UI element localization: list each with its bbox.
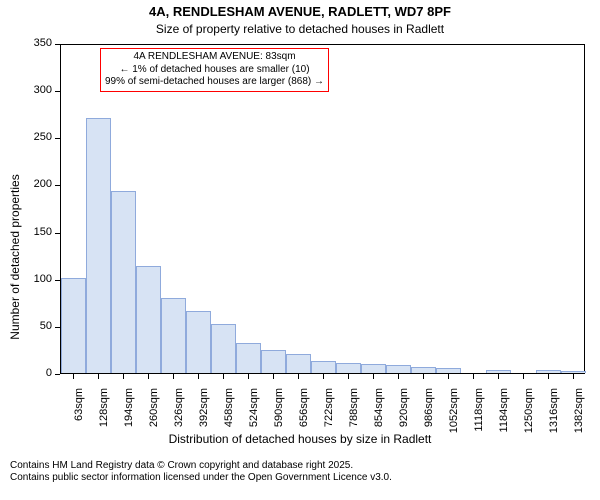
footer-line2: Contains public sector information licen…	[10, 472, 392, 484]
bar	[61, 278, 86, 373]
annotation-line1: 4A RENDLESHAM AVENUE: 83sqm	[105, 51, 324, 64]
footer-attribution: Contains HM Land Registry data © Crown c…	[10, 460, 392, 484]
highlight-annotation: 4A RENDLESHAM AVENUE: 83sqm ← 1% of deta…	[100, 48, 329, 92]
bar	[311, 361, 336, 373]
bar	[111, 191, 136, 373]
chart-title: 4A, RENDLESHAM AVENUE, RADLETT, WD7 8PF	[0, 4, 600, 19]
bar	[336, 363, 361, 373]
bar	[286, 354, 311, 373]
bar	[86, 118, 111, 374]
bar	[436, 368, 461, 373]
bar	[386, 365, 411, 373]
bar	[211, 324, 236, 373]
x-axis-label: Distribution of detached houses by size …	[0, 432, 600, 446]
footer-line1: Contains HM Land Registry data © Crown c…	[10, 460, 392, 472]
y-tick-label: 200	[20, 178, 52, 190]
chart-subtitle: Size of property relative to detached ho…	[0, 22, 600, 36]
y-tick-label: 300	[20, 84, 52, 96]
bar	[561, 371, 586, 373]
y-tick-label: 50	[20, 320, 52, 332]
bar	[236, 343, 261, 373]
bar	[136, 266, 161, 373]
bar	[536, 370, 561, 373]
y-tick-label: 100	[20, 273, 52, 285]
bar	[361, 364, 386, 373]
bar	[486, 370, 511, 373]
plot-area	[60, 44, 585, 374]
bar	[186, 311, 211, 373]
y-tick-label: 150	[20, 226, 52, 238]
bar	[261, 350, 286, 373]
y-tick-label: 0	[20, 367, 52, 379]
annotation-line2: ← 1% of detached houses are smaller (10)	[105, 64, 324, 77]
bar	[411, 367, 436, 373]
y-tick-label: 250	[20, 131, 52, 143]
annotation-line3: 99% of semi-detached houses are larger (…	[105, 76, 324, 89]
y-tick-label: 350	[20, 37, 52, 49]
bar	[161, 298, 186, 373]
